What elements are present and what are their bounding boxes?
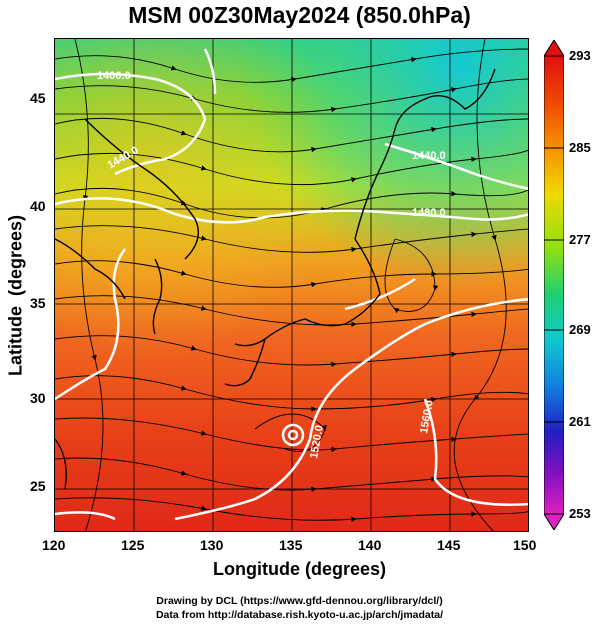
y-tick-label: 30 — [30, 390, 46, 406]
x-tick-label: 125 — [121, 537, 145, 553]
x-tick-label: 130 — [200, 537, 224, 553]
credit-line-1: Drawing by DCL (https://www.gfd-dennou.o… — [156, 595, 443, 607]
x-tick-label: 145 — [437, 537, 461, 553]
colorbar-label: 261 — [569, 414, 591, 429]
x-tick-label: 120 — [42, 537, 66, 553]
colorbar — [543, 39, 565, 531]
y-tick-label: 45 — [30, 90, 46, 106]
credit-line-2: Data from http://database.rish.kyoto-u.a… — [155, 609, 444, 621]
chart-title: MSM 00Z30May2024 (850.0hPa) — [128, 2, 471, 28]
contour-label: 1400.0 — [97, 70, 131, 82]
contour-label: 1560.0 — [418, 399, 436, 434]
x-tick-label: 150 — [513, 537, 537, 553]
colorbar-label: 285 — [569, 140, 591, 155]
x-tick-label: 140 — [358, 537, 382, 553]
geopotential-contours — [55, 48, 528, 521]
y-axis-title: Latitude (degrees) — [5, 214, 26, 377]
x-tick-label: 135 — [279, 537, 303, 553]
contour-label: 1440.0 — [412, 150, 446, 162]
y-tick-label: 35 — [30, 295, 46, 311]
contour-label: 1480.0 — [412, 207, 446, 219]
contour-label: 1520.0 — [308, 424, 326, 459]
x-axis-title: Longitude (degrees) — [212, 559, 386, 579]
colorbar-label: 269 — [569, 322, 591, 337]
map-panel: 1400.0 1440.0 1480.0 1440.0 1520.0 1560.… — [54, 38, 529, 532]
map-canvas: 1400.0 1440.0 1480.0 1440.0 1520.0 1560.… — [55, 39, 528, 531]
y-tick-label: 40 — [30, 198, 46, 214]
streamlines — [55, 39, 528, 531]
y-tick-label: 25 — [30, 478, 46, 494]
colorbar-label: 277 — [569, 232, 591, 247]
colorbar-label: 253 — [569, 506, 591, 521]
colorbar-label: 293 — [569, 48, 591, 63]
coastlines — [55, 68, 496, 490]
